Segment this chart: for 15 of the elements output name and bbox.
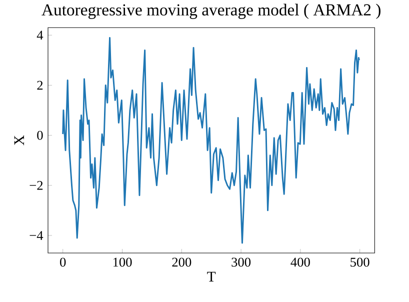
y-tick-label: −4 <box>30 231 44 240</box>
x-tick-label: 200 <box>172 258 192 267</box>
line-series <box>62 36 360 244</box>
y-tick-label: −2 <box>30 180 43 190</box>
x-tick-label: 0 <box>60 258 66 267</box>
chart-title: Autoregressive moving average model ( ARMA2 ) <box>42 4 380 19</box>
x-tick-label: 500 <box>350 258 370 267</box>
x-tick-label: 300 <box>232 258 251 267</box>
x-tick-label: 100 <box>113 258 132 267</box>
y-tick-label: 0 <box>37 130 43 140</box>
x-tick-label: 400 <box>290 258 310 267</box>
x-axis-title: T <box>207 272 216 282</box>
y-tick-label: 2 <box>37 80 43 90</box>
y-tick-label: 4 <box>36 30 44 40</box>
y-axis-title: X <box>14 135 24 146</box>
